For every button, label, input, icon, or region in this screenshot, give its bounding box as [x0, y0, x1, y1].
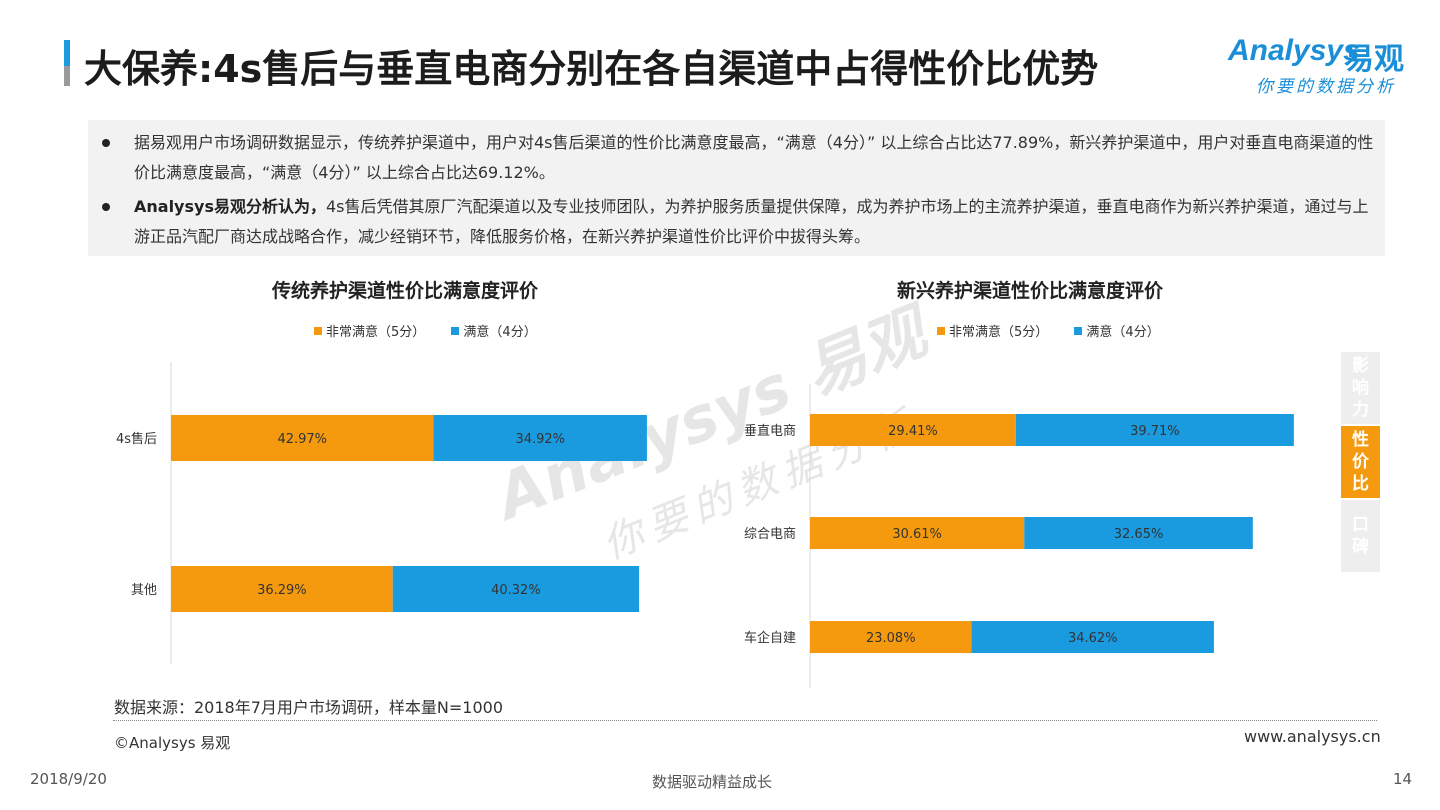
side-tabs: 影响力 性价比 口碑: [1341, 352, 1380, 572]
summary-bullet-2-text: 4s售后凭借其原厂汽配渠道以及专业技师团队，为养护服务质量提供保障，成为养护市场…: [134, 197, 1369, 246]
chart2-legend-item-2: 满意（4分）: [1074, 325, 1160, 340]
legend-swatch-orange: [937, 327, 945, 335]
chart1-legend-label-1: 非常满意（5分）: [326, 325, 426, 340]
chart1-data-label: 36.29%: [257, 583, 307, 598]
chart2-legend-label-2: 满意（4分）: [1086, 325, 1160, 340]
summary-bullet-1-text: 据易观用户市场调研数据显示，传统养护渠道中，用户对4s售后渠道的性价比满意度最高…: [134, 133, 1374, 182]
side-tab-char: 口: [1352, 515, 1369, 535]
chart1-legend-item-1: 非常满意（5分）: [314, 325, 425, 340]
bullet-dot: [102, 203, 110, 211]
title-accent-bar: [64, 40, 70, 86]
chart2-legend-label-1: 非常满意（5分）: [949, 325, 1049, 340]
chart1-bar-very-satisfied: [171, 415, 434, 461]
side-tab-char: 影: [1352, 356, 1369, 376]
page-number: 14: [1393, 770, 1413, 788]
chart2-bar-satisfied: [971, 621, 1214, 653]
chart1-legend-item-2: 满意（4分）: [451, 325, 537, 340]
chart2-data-label: 39.71%: [1130, 424, 1180, 439]
chart2-bar-very-satisfied: [810, 621, 972, 653]
page-title: 大保养:4s售后与垂直电商分别在各自渠道中占得性价比优势: [84, 47, 1099, 91]
side-tab-reputation[interactable]: 口碑: [1341, 500, 1380, 572]
chart2-bar-very-satisfied: [810, 414, 1016, 446]
chart2-data-label: 29.41%: [888, 424, 938, 439]
side-tab-value[interactable]: 性价比: [1341, 426, 1380, 498]
summary-bullet-1: 据易观用户市场调研数据显示，传统养护渠道中，用户对4s售后渠道的性价比满意度最高…: [134, 128, 1374, 188]
legend-swatch-blue: [451, 327, 460, 335]
chart1-data-label: 34.92%: [515, 432, 565, 447]
chart2-legend-item-1: 非常满意（5分）: [937, 325, 1048, 340]
summary-bullet-2: Analysys易观分析认为，4s售后凭借其原厂汽配渠道以及专业技师团队，为养护…: [134, 192, 1374, 252]
footer-date: 2018/9/20: [30, 770, 107, 788]
chart1-bar-satisfied: [433, 415, 647, 461]
chart2-category-label: 垂直电商: [744, 424, 796, 439]
chart2-title: 新兴养护渠道性价比满意度评价: [897, 280, 1164, 302]
chart2-bar-satisfied: [1024, 517, 1253, 549]
side-tab-char: 价: [1352, 452, 1369, 472]
chart1-category-label: 4s售后: [116, 431, 157, 447]
data-source: 数据来源：2018年7月用户市场调研，样本量N=1000: [114, 698, 503, 717]
chart1-legend: 非常满意（5分） 满意（4分）: [314, 321, 537, 340]
chart2-bar-very-satisfied: [810, 517, 1025, 549]
chart1-title: 传统养护渠道性价比满意度评价: [272, 280, 539, 302]
summary-box: 据易观用户市场调研数据显示，传统养护渠道中，用户对4s售后渠道的性价比满意度最高…: [88, 120, 1385, 256]
legend-swatch-blue: [1074, 327, 1083, 335]
side-tab-char: 响: [1352, 378, 1369, 398]
chart2-category-label: 车企自建: [744, 630, 796, 646]
website-link[interactable]: www.analysys.cn: [1244, 727, 1381, 746]
bullet-dot: [102, 139, 110, 147]
summary-bullet-2-bold: Analysys易观分析认为，: [134, 197, 326, 216]
chart2-data-label: 30.61%: [892, 527, 942, 542]
chart1-legend-label-2: 满意（4分）: [463, 325, 537, 340]
logo-tagline: 你要的数据分析: [1256, 77, 1396, 97]
chart2-data-label: 23.08%: [866, 631, 916, 646]
logo-analysys: Analysys: [1228, 34, 1360, 67]
title-accent-bar-gray: [64, 66, 70, 86]
legend-swatch-orange: [314, 327, 322, 335]
chart2-plot: 垂直电商 29.41% 39.71% 综合电商 30.61% 32.65% 车企自建 23.0…: [744, 384, 1294, 688]
chart1-bar-satisfied: [392, 566, 640, 612]
divider: [113, 720, 1377, 721]
chart1-data-label: 42.97%: [277, 432, 327, 447]
footer-slogan: 数据驱动精益成长: [652, 773, 773, 791]
copyright: ©Analysys 易观: [114, 734, 231, 752]
chart2-data-label: 34.62%: [1068, 631, 1118, 646]
side-tab-char: 碑: [1352, 537, 1369, 557]
chart1-plot: 4s售后 42.97% 34.92% 其他 36.29% 40.32%: [116, 362, 647, 664]
chart1-category-label: 其他: [131, 583, 157, 598]
chart2-bar-satisfied: [1015, 414, 1294, 446]
chart2-legend: 非常满意（5分） 满意（4分）: [937, 321, 1160, 340]
chart1-bar-very-satisfied: [171, 566, 393, 612]
side-tab-char: 力: [1352, 400, 1369, 420]
chart2-category-label: 综合电商: [744, 527, 796, 542]
side-tab-char: 性: [1352, 430, 1369, 450]
side-tab-char: 比: [1352, 474, 1369, 494]
chart1-data-label: 40.32%: [491, 583, 541, 598]
side-tab-influence[interactable]: 影响力: [1341, 352, 1380, 424]
logo-yiguan: 易观: [1344, 42, 1404, 77]
chart2-data-label: 32.65%: [1114, 527, 1164, 542]
